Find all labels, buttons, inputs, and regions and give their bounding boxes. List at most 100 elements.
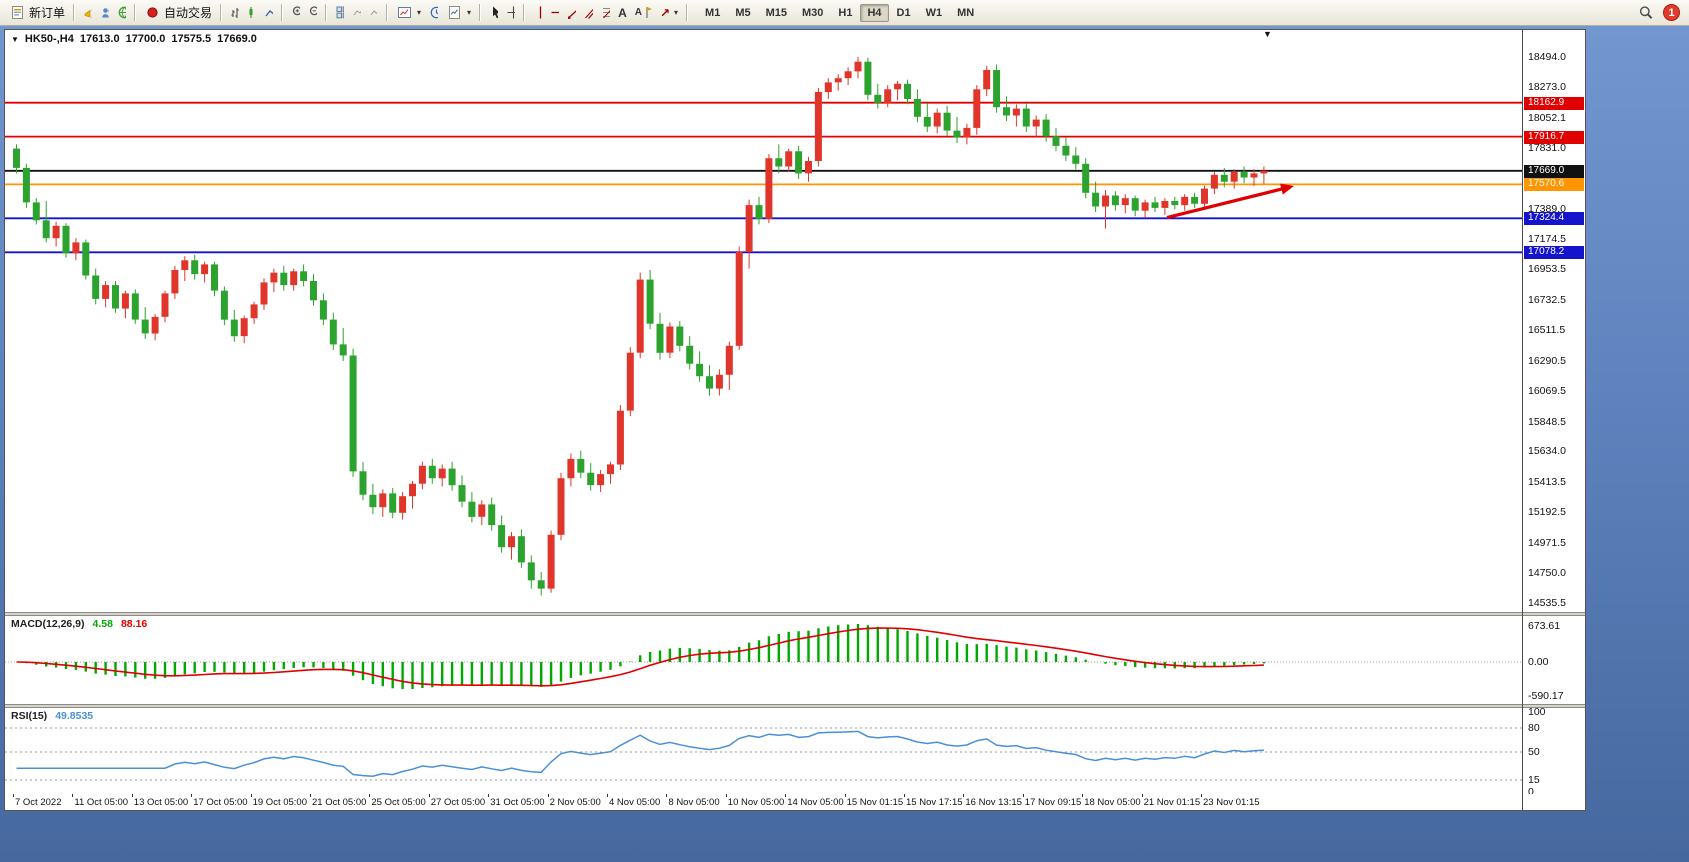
candle-body <box>260 282 268 305</box>
autotrading-label: 自动交易 <box>164 6 213 20</box>
candle-body <box>993 70 1001 108</box>
ohlc-close: 17669.0 <box>217 33 257 45</box>
candle-body <box>62 225 70 254</box>
pane-splitter[interactable] <box>5 612 1585 616</box>
time-axis-tick <box>191 794 193 797</box>
candle-body <box>141 319 149 334</box>
clock-icon[interactable] <box>425 4 442 21</box>
candle-body <box>181 260 189 270</box>
rsi-chart[interactable] <box>5 708 1522 794</box>
rsi-pane[interactable]: RSI(15) 49.8535 100 80 50 15 0 <box>5 708 1585 794</box>
tile-windows-icon[interactable] <box>331 4 348 21</box>
candlestick-type-icon[interactable] <box>243 4 260 21</box>
text-label-tool-icon[interactable]: A <box>631 2 656 23</box>
timeframe-button-w1[interactable]: W1 <box>925 6 943 19</box>
macd-pane[interactable]: MACD(12,26,9) 4.58 88.16 673.61 0.00 -590.… <box>5 616 1585 704</box>
chart-template-button[interactable]: ▾ <box>442 2 475 23</box>
arrows-tool-button[interactable]: ↗ ▾ <box>656 2 682 23</box>
globe-icon[interactable] <box>113 4 130 21</box>
search-icon[interactable] <box>1637 4 1654 21</box>
price-axis-badge: 17078.2 <box>1524 246 1584 260</box>
notification-badge[interactable]: 1 <box>1663 4 1680 21</box>
pane-splitter[interactable] <box>5 704 1585 708</box>
text-tool-icon[interactable]: A <box>618 5 627 20</box>
candlestick-chart[interactable] <box>5 30 1522 612</box>
time-axis-tick <box>666 794 668 797</box>
macd-chart[interactable] <box>5 616 1522 704</box>
line-chart-type-icon[interactable] <box>260 4 277 21</box>
time-axis-tick <box>369 794 371 797</box>
trendline-tool-icon[interactable] <box>563 4 580 21</box>
time-axis-label: 10 Nov 05:00 <box>727 797 785 808</box>
timeframe-button-m1[interactable]: M1 <box>705 6 721 19</box>
candle-body <box>894 83 902 90</box>
fibonacci-tool-icon[interactable] <box>597 4 614 21</box>
candle-body <box>329 319 337 345</box>
time-axis-label: 23 Nov 01:15 <box>1203 797 1260 808</box>
candle-body <box>319 300 327 320</box>
trend-arrow-line[interactable] <box>1166 185 1290 220</box>
horizontal-line-tool-icon[interactable] <box>546 4 563 21</box>
candle-body <box>765 158 773 219</box>
time-axis[interactable]: 7 Oct 2022 11 Oct 05:00 13 Oct 05:00 17 Oct… <box>5 794 1585 810</box>
price-axis-tick: 18052.1 <box>1528 111 1566 124</box>
chart-shift-icon[interactable] <box>365 4 382 21</box>
candle-body <box>1151 202 1159 208</box>
megaphone-icon[interactable] <box>79 4 96 21</box>
macd-main-value: 4.58 <box>92 618 113 630</box>
auto-scroll-icon[interactable] <box>348 4 365 21</box>
time-axis-tick <box>1201 794 1202 797</box>
users-icon[interactable] <box>96 4 113 21</box>
candle-body <box>735 252 743 346</box>
bar-chart-type-icon[interactable] <box>226 4 243 21</box>
chart-shift-marker[interactable]: ▼ <box>1263 30 1272 39</box>
candle-body <box>1161 201 1169 208</box>
timeframe-button-m15[interactable]: M15 <box>765 6 788 19</box>
autotrading-button[interactable]: 自动交易 <box>140 2 216 23</box>
timeframe-button-mn[interactable]: MN <box>957 6 975 19</box>
new-order-button[interactable]: 新订单 <box>5 2 69 23</box>
timeframe-button-m30[interactable]: M30 <box>802 6 824 19</box>
timeframe-button-d1[interactable]: D1 <box>896 6 911 19</box>
cursor-tool-icon[interactable] <box>485 4 502 21</box>
chart-template-icon <box>446 4 463 21</box>
main-chart-pane[interactable]: ▼ HK50-,H4 17613.0 17700.0 17575.5 17669… <box>5 30 1585 612</box>
new-chart-button[interactable]: ▾ <box>392 2 425 23</box>
channel-tool-icon[interactable] <box>580 4 597 21</box>
candle-body <box>1171 201 1179 206</box>
time-axis-tick <box>72 794 74 797</box>
chevron-down-icon: ▾ <box>417 8 422 17</box>
ohlc-open: 17613.0 <box>79 33 120 45</box>
candle-body <box>785 151 793 167</box>
candle-body <box>468 501 476 517</box>
candle-body <box>211 264 218 291</box>
candle-body <box>379 493 387 508</box>
macd-axis[interactable]: 673.61 0.00 -590.17 <box>1524 616 1585 704</box>
rsi-axis[interactable]: 100 80 50 15 0 <box>1524 708 1585 794</box>
candle-body <box>280 272 288 286</box>
toolbar-separator <box>479 4 482 21</box>
time-axis-label: 19 Oct 05:00 <box>252 797 307 808</box>
zoom-out-icon[interactable] <box>304 4 321 21</box>
candle-body <box>755 205 763 219</box>
ohlc-low: 17575.5 <box>171 33 212 45</box>
crosshair-tool-icon[interactable] <box>502 4 519 21</box>
candle-body <box>1121 198 1129 206</box>
timeframe-button-h1[interactable]: H1 <box>838 6 853 19</box>
candle-body <box>508 536 515 548</box>
candle-body <box>1260 170 1268 174</box>
timeframe-button-h4[interactable]: H4 <box>860 3 889 22</box>
candle-body <box>864 61 872 95</box>
candle-body <box>933 112 941 127</box>
candle-body <box>1082 163 1090 193</box>
chart-window[interactable]: ▼ HK50-,H4 17613.0 17700.0 17575.5 17669… <box>4 29 1586 811</box>
symbol-marker-icon[interactable]: ▼ <box>11 34 19 44</box>
vertical-line-tool-icon[interactable] <box>529 4 546 21</box>
timeframe-button-m5[interactable]: M5 <box>735 6 751 19</box>
candle-body <box>923 116 931 127</box>
zoom-in-icon[interactable] <box>287 4 304 21</box>
price-axis-tick: 16511.5 <box>1528 324 1566 337</box>
price-axis[interactable]: 18494.0 18273.0 18052.1 17831.0 17389.0 17174… <box>1524 30 1585 612</box>
price-axis-badge: 17669.0 <box>1524 164 1584 178</box>
rsi-name: RSI(15) <box>11 710 48 722</box>
